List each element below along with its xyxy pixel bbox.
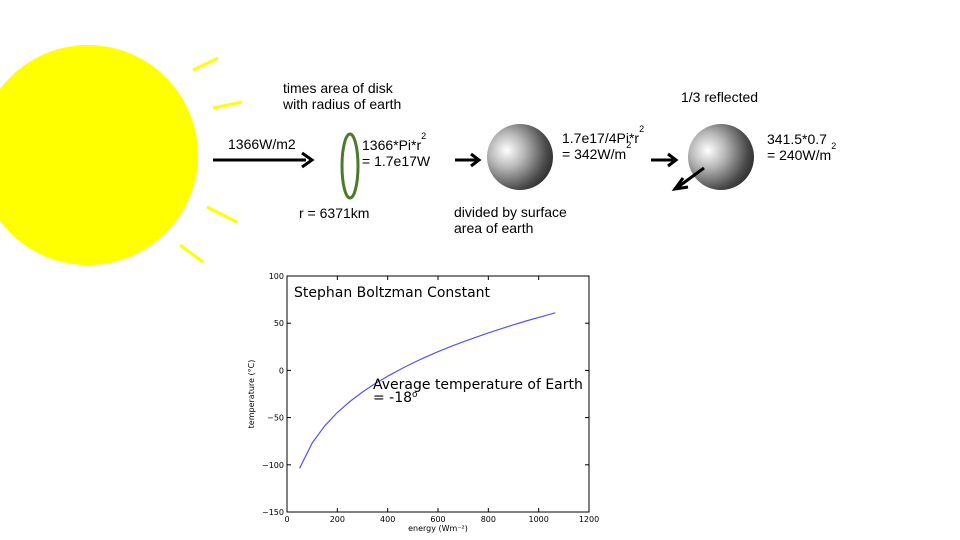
axis-ticks: 0 200 400 600 800 1000 1200 −150 −100 −50 0 50 100 — [262, 272, 599, 524]
arrow-to-disk — [213, 151, 315, 169]
reflection-arrow — [671, 166, 705, 192]
x-tick-label: 200 — [330, 515, 345, 524]
y-tick-label: −100 — [262, 461, 284, 470]
y-axis-label: temperature (°C) — [247, 360, 256, 429]
chart-annotation-average: Average temperature of Earth — [373, 377, 583, 393]
temperature-curve — [299, 312, 556, 469]
x-tick-label: 1200 — [579, 515, 599, 524]
disk-caption: times area of disk with radius of earth — [283, 80, 402, 112]
sun-icon — [0, 45, 198, 265]
x-tick-label: 800 — [481, 515, 496, 524]
chart-annotation-value: = -18o — [373, 390, 418, 406]
radius-label: r = 6371km — [299, 205, 370, 221]
arrow-to-earth-1 — [455, 152, 482, 168]
earth-sphere-icon — [487, 124, 553, 190]
y-tick-label: −50 — [267, 414, 284, 423]
disk-icon — [340, 132, 360, 200]
y-tick-label: 0 — [279, 366, 284, 375]
chart-annotation-title: Stephan Boltzman Constant — [294, 285, 491, 301]
energy-temperature-chart: 0 200 400 600 800 1000 1200 −150 −100 −50 0 50 100 S… — [247, 272, 599, 533]
arrow-to-earth-2 — [651, 152, 679, 168]
surface-calculation: 1.7e17/4Pi*r2 = 342W/m2 — [562, 124, 645, 163]
y-tick-label: 100 — [269, 272, 284, 281]
x-tick-label: 1000 — [528, 515, 548, 524]
x-axis-label: energy (Wm⁻²) — [408, 524, 468, 533]
x-tick-label: 600 — [430, 515, 445, 524]
plot-frame — [286, 275, 590, 513]
x-tick-label: 400 — [380, 515, 395, 524]
flux-label: 1366W/m2 — [228, 136, 296, 152]
reflected-label: 1/3 reflected — [681, 89, 759, 105]
earth-sphere-reflect-icon — [688, 124, 754, 190]
sun-rays — [179, 56, 243, 264]
sun-graphic — [0, 45, 243, 265]
disk-calculation: 1366*Pi*r2 = 1.7e17W — [362, 131, 431, 170]
y-tick-label: −150 — [262, 508, 284, 517]
divide-caption: divided by surface area of earth — [454, 204, 567, 236]
absorbed-calculation: 341.5*0.7 = 240W/m2 — [767, 131, 837, 163]
x-tick-label: 0 — [284, 515, 289, 524]
flow-diagram — [213, 124, 754, 200]
y-tick-label: 50 — [274, 319, 284, 328]
